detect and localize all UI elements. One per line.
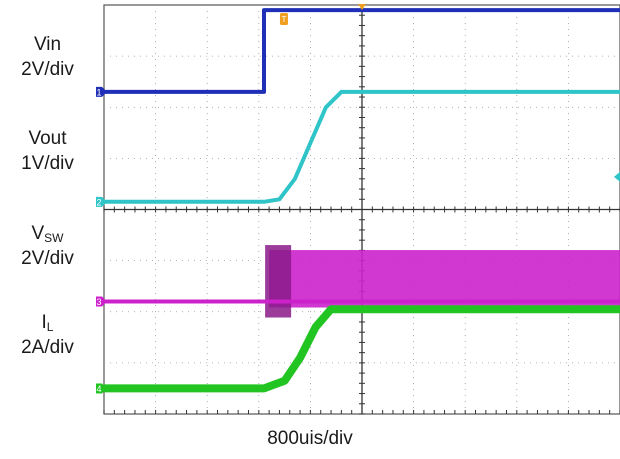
channel-marker-shape (96, 86, 107, 97)
vout-name: Vout (28, 128, 67, 149)
channel-marker-label: 1 (96, 87, 101, 97)
channel-marker-1: 1 (96, 86, 107, 97)
vsw-name-main: V (31, 223, 45, 244)
il-trace (104, 305, 620, 393)
channel-marker-shape (96, 196, 107, 207)
scope-markers: 1 2 3 4 T (96, 4, 620, 394)
channel-marker-shape (96, 383, 107, 394)
il-scale: 2A/div (21, 337, 74, 358)
channel-marker-3: 3 (96, 296, 107, 307)
channel-marker-4: 4 (96, 383, 107, 394)
vsw-startup-burst (265, 245, 292, 318)
channel-marker-label: 3 (96, 297, 101, 307)
vout-scale: 1V/div (21, 153, 74, 174)
vsw-name-sub: SW (44, 231, 64, 245)
vin-trace (104, 8, 620, 94)
timebase-label: 800uis/div (267, 428, 353, 449)
vsw-label: VSW 2V/div (0, 221, 95, 271)
channel-marker-shape (96, 296, 107, 307)
il-label: IL 2A/div (0, 310, 95, 360)
channel-marker-label: 4 (96, 384, 101, 394)
trigger-position-label: T (282, 15, 287, 24)
vout-trace (104, 89, 620, 204)
channel-marker-2: 2 (96, 196, 107, 207)
vsw-switching-band (269, 250, 620, 308)
scope-grid (103, 4, 620, 415)
trigger-position-icon (279, 13, 288, 25)
vin-scale: 2V/div (21, 59, 74, 80)
vsw-scale: 2V/div (21, 248, 74, 269)
trigger-level-icon (614, 171, 620, 182)
scope-traces (104, 8, 620, 393)
il-name: IL (0, 310, 95, 335)
vin-label: Vin 2V/div (0, 32, 95, 82)
il-name-sub: L (46, 320, 54, 334)
vsw-name: VSW (0, 221, 95, 246)
il-name-main: I (41, 312, 47, 333)
vout-label: Vout 1V/div (0, 126, 95, 176)
channel-marker-label: 2 (96, 197, 101, 207)
trigger-time-icon (358, 4, 366, 10)
vin-name: Vin (33, 34, 62, 55)
